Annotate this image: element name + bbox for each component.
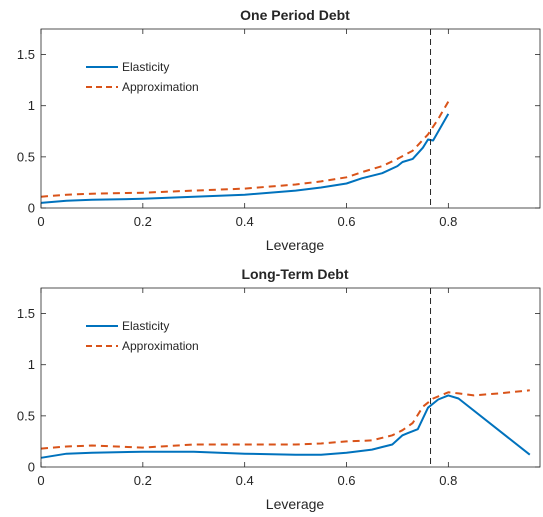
legend-label-approximation: Approximation [122, 80, 199, 94]
axis-box [40, 28, 541, 209]
x-tick-label: 0.2 [134, 214, 152, 229]
y-tick-label: 0.5 [17, 149, 35, 164]
y-tick-label: 1 [28, 98, 35, 113]
legend-label-elasticity: Elasticity [122, 60, 169, 74]
legend-label-elasticity: Elasticity [122, 319, 169, 333]
y-tick-label: 0 [28, 201, 35, 216]
x-tick-label: 0.6 [337, 214, 355, 229]
y-tick-label: 0 [28, 460, 35, 475]
y-tick-label: 0.5 [17, 408, 35, 423]
y-tick-label: 1.5 [17, 306, 35, 321]
legend: Elasticity Approximation [86, 60, 199, 94]
x-tick-label: 0.4 [236, 214, 254, 229]
y-tick-label: 1 [28, 357, 35, 372]
series-line-elasticity [40, 394, 531, 459]
y-tick-label: 1.5 [17, 47, 35, 62]
series-line-elasticity [40, 113, 450, 204]
x-tick-label: 0 [37, 214, 44, 229]
series-line-approximation [40, 101, 450, 198]
x-tick-label: 0.6 [337, 473, 355, 488]
x-tick-label: 0.4 [236, 473, 254, 488]
x-tick-label: 0.8 [439, 473, 457, 488]
chart-title: One Period Debt [240, 7, 350, 23]
x-tick-label: 0.2 [134, 473, 152, 488]
x-axis-label: Leverage [266, 496, 325, 512]
series-line-approximation [40, 389, 530, 450]
x-tick-label: 0 [37, 473, 44, 488]
chart-title: Long-Term Debt [241, 266, 348, 282]
axis-box [40, 287, 541, 468]
legend-label-approximation: Approximation [122, 339, 199, 353]
x-axis-label: Leverage [266, 237, 325, 253]
x-tick-label: 0.8 [439, 214, 457, 229]
panel-one-period-debt: One Period Debt Leverage Elasticity Appr… [17, 7, 541, 253]
panel-long-term-debt: Long-Term Debt Leverage Elasticity Appro… [17, 266, 541, 512]
legend: Elasticity Approximation [86, 319, 199, 353]
